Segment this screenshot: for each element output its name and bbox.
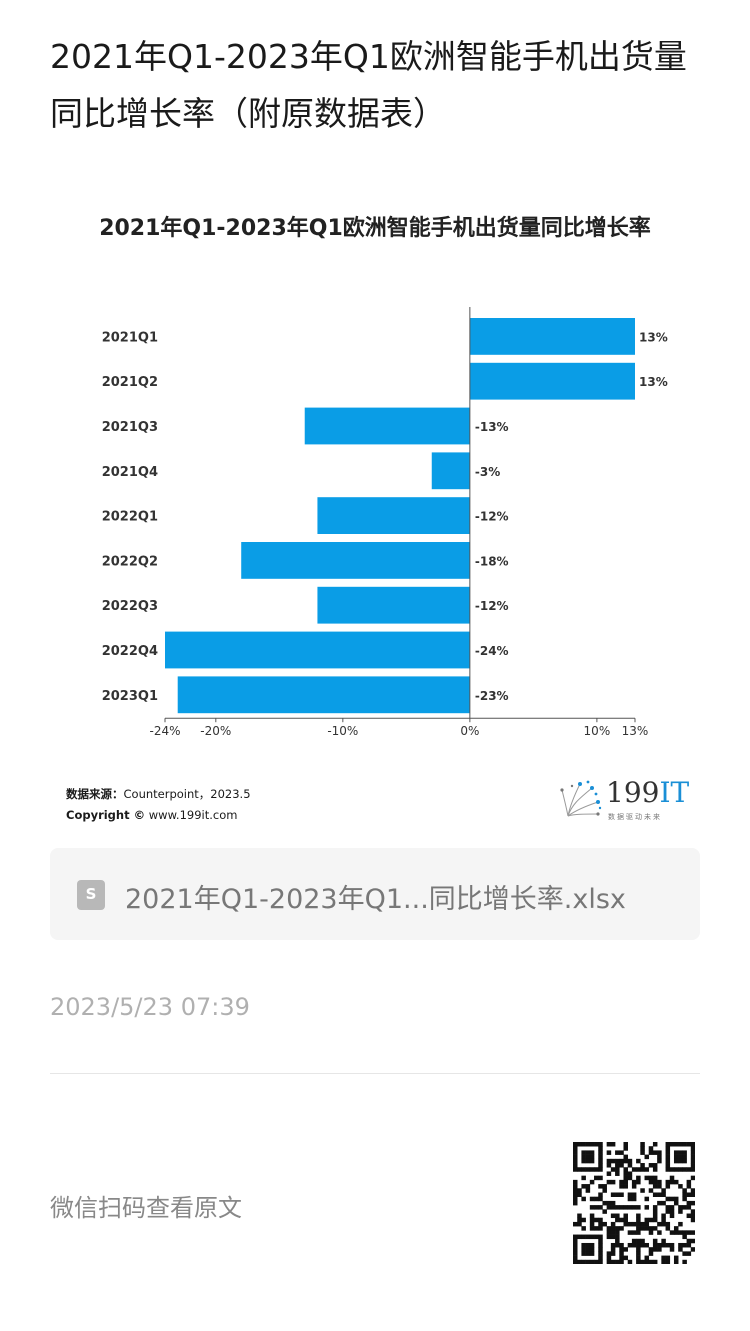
brand-logo: 199IT 数据驱动未来 (558, 774, 698, 826)
bar-2021Q2 (469, 362, 635, 400)
value-label-2021Q1: 13% (639, 330, 668, 344)
value-label-2021Q3: -13% (475, 420, 509, 434)
chart-title: 2021年Q1-2023年Q1欧洲智能手机出货量同比增长率 (99, 216, 651, 241)
source-label: 数据来源： (66, 787, 124, 801)
brand-slogan: 数据驱动未来 (608, 813, 662, 821)
file-icon-letter: S (85, 885, 97, 903)
brand-name-it: IT (659, 776, 690, 809)
attachment-card[interactable]: S 2021年Q1-2023年Q1...同比增长率.xlsx (50, 848, 700, 940)
category-label-2023Q1: 2023Q1 (102, 689, 158, 704)
divider (50, 1073, 700, 1074)
x-tick-label: -10% (327, 724, 358, 738)
copyright-label: Copyright © (66, 808, 146, 822)
attachment-file-name[interactable]: 2021年Q1-2023年Q1...同比增长率.xlsx (125, 884, 626, 915)
source-block: 数据来源：Counterpoint，2023.5 Copyright © www… (66, 784, 251, 826)
bar-2022Q3 (317, 586, 470, 624)
value-label-2022Q1: -12% (475, 510, 509, 524)
category-label-2022Q4: 2022Q4 (102, 644, 158, 659)
bar-2021Q4 (431, 452, 470, 490)
x-tick-label: 0% (460, 724, 479, 738)
source-value: Counterpoint，2023.5 (123, 787, 251, 801)
category-label-2021Q4: 2021Q4 (102, 465, 158, 480)
x-tick-label: 13% (622, 724, 649, 738)
x-tick-label: -24% (149, 724, 180, 738)
copyright-value: www.199it.com (145, 808, 238, 822)
value-label-2022Q4: -24% (475, 644, 509, 658)
bar-2021Q1 (469, 318, 635, 355)
category-label-2021Q3: 2021Q3 (102, 420, 158, 435)
article-title: 2021年Q1-2023年Q1欧洲智能手机出货量同比增长率（附原数据表） (50, 37, 687, 133)
value-label-2023Q1: -23% (475, 689, 509, 703)
value-label-2022Q2: -18% (475, 554, 509, 568)
spreadsheet-file-icon: S (77, 880, 105, 910)
category-label-2021Q2: 2021Q2 (102, 375, 158, 390)
bar-2021Q3 (304, 407, 470, 445)
x-tick-label: -20% (200, 724, 231, 738)
qr-scan-hint: 微信扫码查看原文 (50, 1194, 242, 1222)
bar-2022Q2 (241, 542, 470, 579)
value-label-2021Q4: -3% (475, 465, 500, 479)
category-label-2021Q1: 2021Q1 (102, 330, 158, 345)
dandelion-logo-icon (560, 780, 602, 817)
bar-chart: 2021Q1 13% 2021Q2 13% 2021Q3 -13% 2021Q4 -3% 202… (102, 307, 668, 738)
x-tick-label: 10% (584, 724, 611, 738)
bar-2022Q1 (317, 497, 470, 534)
category-label-2022Q1: 2022Q1 (102, 510, 158, 525)
chart-image: 2021年Q1-2023年Q1欧洲智能手机出货量同比增长率 2021Q1 13% 2… (50, 190, 700, 830)
category-label-2022Q2: 2022Q2 (102, 554, 158, 569)
bar-2022Q4 (165, 631, 470, 669)
category-label-2022Q3: 2022Q3 (102, 599, 158, 614)
value-label-2022Q3: -12% (475, 599, 509, 613)
brand-name-number: 199 (606, 776, 660, 809)
qr-code-icon[interactable] (573, 1142, 695, 1264)
publish-timestamp: 2023/5/23 07:39 (50, 993, 250, 1021)
bar-2023Q1 (177, 676, 470, 714)
brand-name: 199IT (606, 776, 689, 809)
value-label-2021Q2: 13% (639, 375, 668, 389)
